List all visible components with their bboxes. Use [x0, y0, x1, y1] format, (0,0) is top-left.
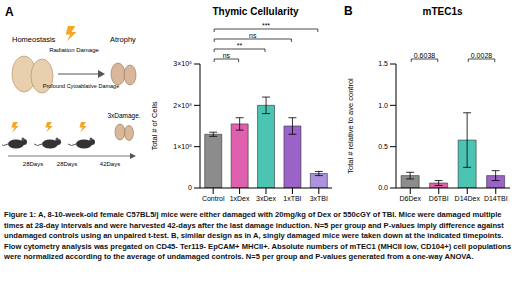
svg-text:0.0028: 0.0028 — [471, 52, 493, 59]
svg-text:0.0: 0.0 — [378, 184, 388, 191]
svg-text:Homeostasis: Homeostasis — [12, 35, 56, 44]
svg-text:1xDex: 1xDex — [230, 195, 250, 202]
svg-text:ns: ns — [223, 52, 231, 59]
svg-text:1×10⁸: 1×10⁸ — [173, 143, 192, 150]
html-text:Thymic Cellularity: Thymic Cellularity — [212, 6, 299, 17]
svg-text:**: ** — [237, 42, 243, 49]
svg-text:0.6038: 0.6038 — [414, 52, 436, 59]
svg-text:1xTBI: 1xTBI — [283, 195, 301, 202]
svg-text:0.5: 0.5 — [378, 143, 388, 150]
svg-text:Atrophy: Atrophy — [110, 35, 136, 44]
svg-text:3xTBI: 3xTBI — [310, 195, 328, 202]
svg-text:D14Dex: D14Dex — [455, 195, 481, 202]
svg-text:Control: Control — [202, 195, 225, 202]
svg-text:***: *** — [262, 22, 270, 29]
svg-text:1.0: 1.0 — [378, 102, 388, 109]
svg-text:3×10⁸: 3×10⁸ — [173, 60, 192, 67]
svg-text:42Days: 42Days — [100, 161, 120, 167]
svg-text:1.5: 1.5 — [378, 60, 388, 67]
svg-text:A: A — [5, 5, 14, 19]
svg-text:3xDamage.: 3xDamage. — [107, 112, 140, 120]
svg-text:D14TBI: D14TBI — [484, 195, 508, 202]
svg-text:0: 0 — [188, 184, 192, 191]
svg-text:Profound Cytoablative Damage: Profound Cytoablative Damage — [43, 83, 119, 89]
svg-text:28Days: 28Days — [23, 161, 43, 167]
svg-text:2×10⁸: 2×10⁸ — [173, 102, 192, 109]
svg-text:3xDex: 3xDex — [256, 195, 276, 202]
svg-text:D6Dex: D6Dex — [400, 195, 422, 202]
svg-text:Radiation Damage: Radiation Damage — [49, 47, 99, 53]
html-text:B: B — [344, 4, 353, 18]
svg-text:D6TBI: D6TBI — [429, 195, 449, 202]
html-text:mTEC1s: mTEC1s — [422, 6, 463, 17]
svg-text:ns: ns — [249, 32, 257, 39]
svg-text:Total # of Cells: Total # of Cells — [150, 101, 159, 150]
svg-text:28Days: 28Days — [57, 161, 77, 167]
html-text:Figure 1: A, 8-10-week-old fem: Figure 1: A, 8-10-week-old female C57BL5… — [4, 210, 512, 261]
svg-text:Total # relative to ave contro: Total # relative to ave control — [346, 78, 355, 174]
